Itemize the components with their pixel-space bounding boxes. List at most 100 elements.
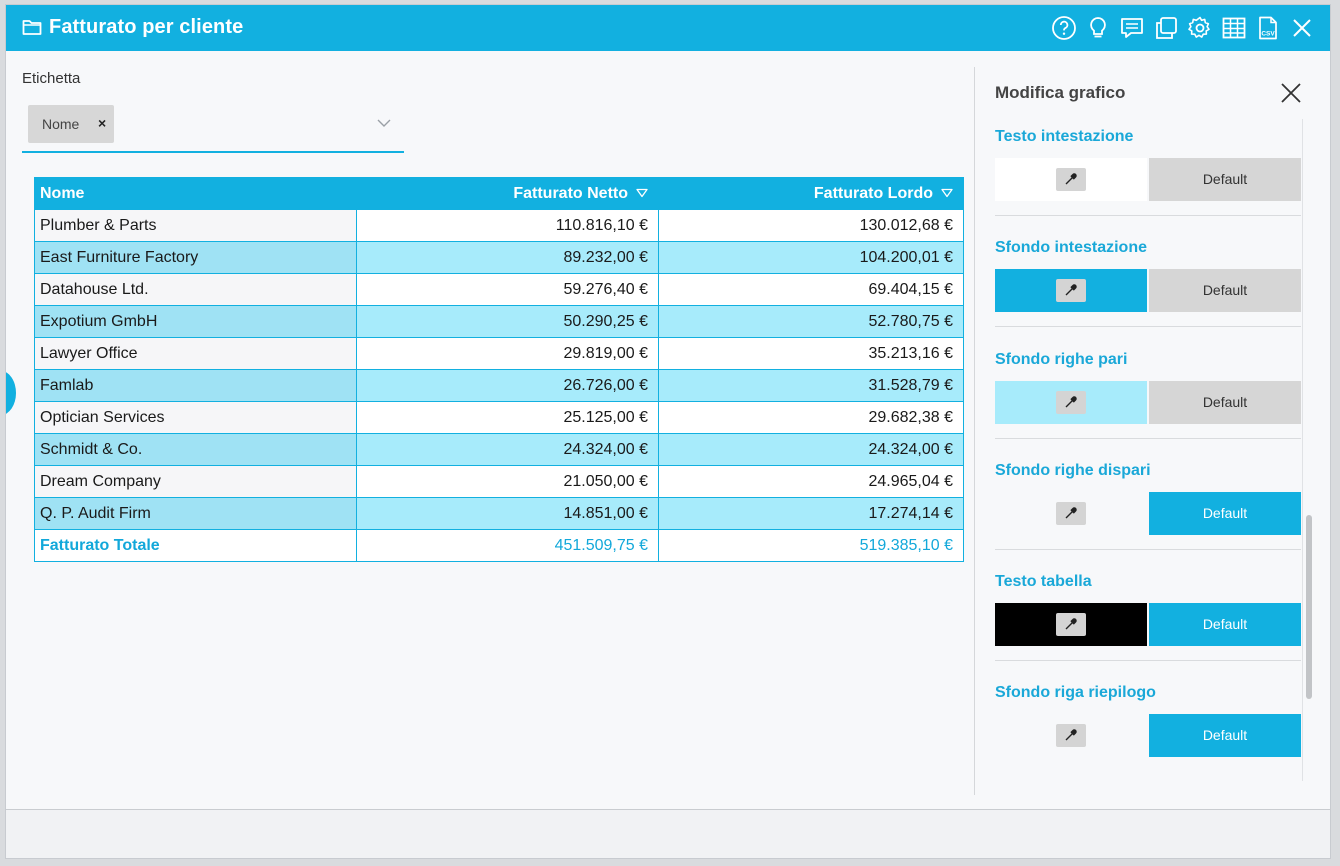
cell-gross: 29.682,38 € [658, 401, 964, 434]
eyedropper-button[interactable] [1056, 724, 1086, 747]
scroll-track [1302, 119, 1303, 781]
table-row[interactable]: Datahouse Ltd. 59.276,40 € 69.404,15 € [34, 273, 964, 306]
eyedropper-icon [1065, 507, 1077, 519]
cell-name: Datahouse Ltd. [34, 273, 357, 306]
cell-net: 25.125,00 € [356, 401, 659, 434]
header-label: Nome [40, 184, 85, 202]
separator [995, 660, 1301, 661]
table-row[interactable]: Dream Company 21.050,00 € 24.965,04 € [34, 465, 964, 498]
eyedropper-icon [1065, 173, 1077, 185]
default-button[interactable]: Default [1149, 158, 1301, 201]
eyedropper-button[interactable] [1056, 613, 1086, 636]
separator [995, 549, 1301, 550]
window-footer [6, 809, 1330, 858]
csv-icon[interactable]: CSV [1255, 15, 1281, 41]
help-icon[interactable] [1051, 15, 1077, 41]
chevron-down-icon [377, 119, 391, 127]
table-row[interactable]: Q. P. Audit Firm 14.851,00 € 17.274,14 € [34, 497, 964, 530]
label-field-title: Etichetta [22, 70, 81, 87]
cell-gross: 24.965,04 € [658, 465, 964, 498]
total-gross: 519.385,10 € [658, 529, 964, 562]
cell-net: 110.816,10 € [356, 209, 659, 242]
option-odd-rows-background: Sfondo righe dispari Default [995, 462, 1301, 550]
column-header-gross[interactable]: Fatturato Lordo [658, 177, 964, 210]
color-swatch[interactable] [995, 269, 1147, 312]
default-button[interactable]: Default [1149, 381, 1301, 424]
default-button[interactable]: Default [1149, 603, 1301, 646]
table-row[interactable]: Famlab 26.726,00 € 31.528,79 € [34, 369, 964, 402]
color-swatch[interactable] [995, 158, 1147, 201]
cell-name: East Furniture Factory [34, 241, 357, 274]
table-row[interactable]: Expotium GmbH 50.290,25 € 52.780,75 € [34, 305, 964, 338]
cell-name: Schmidt & Co. [34, 433, 357, 466]
cell-name: Famlab [34, 369, 357, 402]
cell-name: Expotium GmbH [34, 305, 357, 338]
comment-icon[interactable] [1119, 15, 1145, 41]
selected-chip: Nome × [28, 105, 114, 143]
color-swatch[interactable] [995, 381, 1147, 424]
default-button[interactable]: Default [1149, 492, 1301, 535]
cell-gross: 69.404,15 € [658, 273, 964, 306]
panel-divider [974, 67, 975, 795]
header-label: Fatturato Lordo [813, 184, 933, 202]
option-label: Testo intestazione [995, 128, 1134, 145]
cell-net: 59.276,40 € [356, 273, 659, 306]
total-row: Fatturato Totale 451.509,75 € 519.385,10… [34, 529, 964, 562]
eyedropper-button[interactable] [1056, 391, 1086, 414]
cell-net: 29.819,00 € [356, 337, 659, 370]
default-button[interactable]: Default [1149, 269, 1301, 312]
table-row[interactable]: Plumber & Parts 110.816,10 € 130.012,68 … [34, 209, 964, 242]
cell-net: 21.050,00 € [356, 465, 659, 498]
option-table-text: Testo tabella Default [995, 573, 1301, 661]
report-window: Fatturato per cliente [5, 4, 1331, 859]
eyedropper-icon [1065, 284, 1077, 296]
color-swatch[interactable] [995, 603, 1147, 646]
cell-net: 26.726,00 € [356, 369, 659, 402]
table-row[interactable]: Optician Services 25.125,00 € 29.682,38 … [34, 401, 964, 434]
table-row[interactable]: Lawyer Office 29.819,00 € 35.213,16 € [34, 337, 964, 370]
cell-net: 24.324,00 € [356, 433, 659, 466]
chip-label: Nome [42, 116, 80, 132]
folder-icon [22, 20, 42, 35]
style-options-list[interactable]: Testo intestazione Default Sfondo intest… [990, 119, 1302, 781]
option-label: Sfondo righe pari [995, 351, 1128, 368]
option-label: Sfondo righe dispari [995, 462, 1151, 479]
option-label: Sfondo intestazione [995, 239, 1147, 256]
cell-net: 50.290,25 € [356, 305, 659, 338]
label-select[interactable]: Nome × [22, 101, 404, 153]
sort-down-icon[interactable] [941, 188, 953, 198]
cell-gross: 17.274,14 € [658, 497, 964, 530]
cell-gross: 35.213,16 € [658, 337, 964, 370]
cell-gross: 130.012,68 € [658, 209, 964, 242]
separator [995, 326, 1301, 327]
table-row[interactable]: Schmidt & Co. 24.324,00 € 24.324,00 € [34, 433, 964, 466]
eyedropper-button[interactable] [1056, 502, 1086, 525]
eyedropper-button[interactable] [1056, 279, 1086, 302]
color-swatch[interactable] [995, 492, 1147, 535]
option-header-text: Testo intestazione Default [995, 128, 1301, 216]
eyedropper-button[interactable] [1056, 168, 1086, 191]
side-panel-handle[interactable] [6, 371, 16, 415]
cell-gross: 24.324,00 € [658, 433, 964, 466]
color-swatch[interactable] [995, 714, 1147, 757]
column-header-net[interactable]: Fatturato Netto [356, 177, 659, 210]
default-button[interactable]: Default [1149, 714, 1301, 757]
svg-text:CSV: CSV [1261, 31, 1275, 38]
eyedropper-icon [1065, 729, 1077, 741]
scrollbar-thumb[interactable] [1306, 515, 1312, 699]
option-header-background: Sfondo intestazione Default [995, 239, 1301, 327]
separator [995, 215, 1301, 216]
sort-down-icon[interactable] [636, 188, 648, 198]
close-panel-icon[interactable] [1279, 81, 1303, 105]
gear-icon[interactable] [1187, 15, 1213, 41]
eyedropper-icon [1065, 396, 1077, 408]
copy-icon[interactable] [1153, 15, 1179, 41]
chip-remove-button[interactable]: × [98, 115, 107, 131]
lightbulb-icon[interactable] [1085, 15, 1111, 41]
cell-name: Optician Services [34, 401, 357, 434]
table-icon[interactable] [1221, 15, 1247, 41]
header-label: Fatturato Netto [513, 184, 628, 202]
column-header-name[interactable]: Nome [34, 177, 357, 210]
close-icon[interactable] [1289, 15, 1315, 41]
table-row[interactable]: East Furniture Factory 89.232,00 € 104.2… [34, 241, 964, 274]
